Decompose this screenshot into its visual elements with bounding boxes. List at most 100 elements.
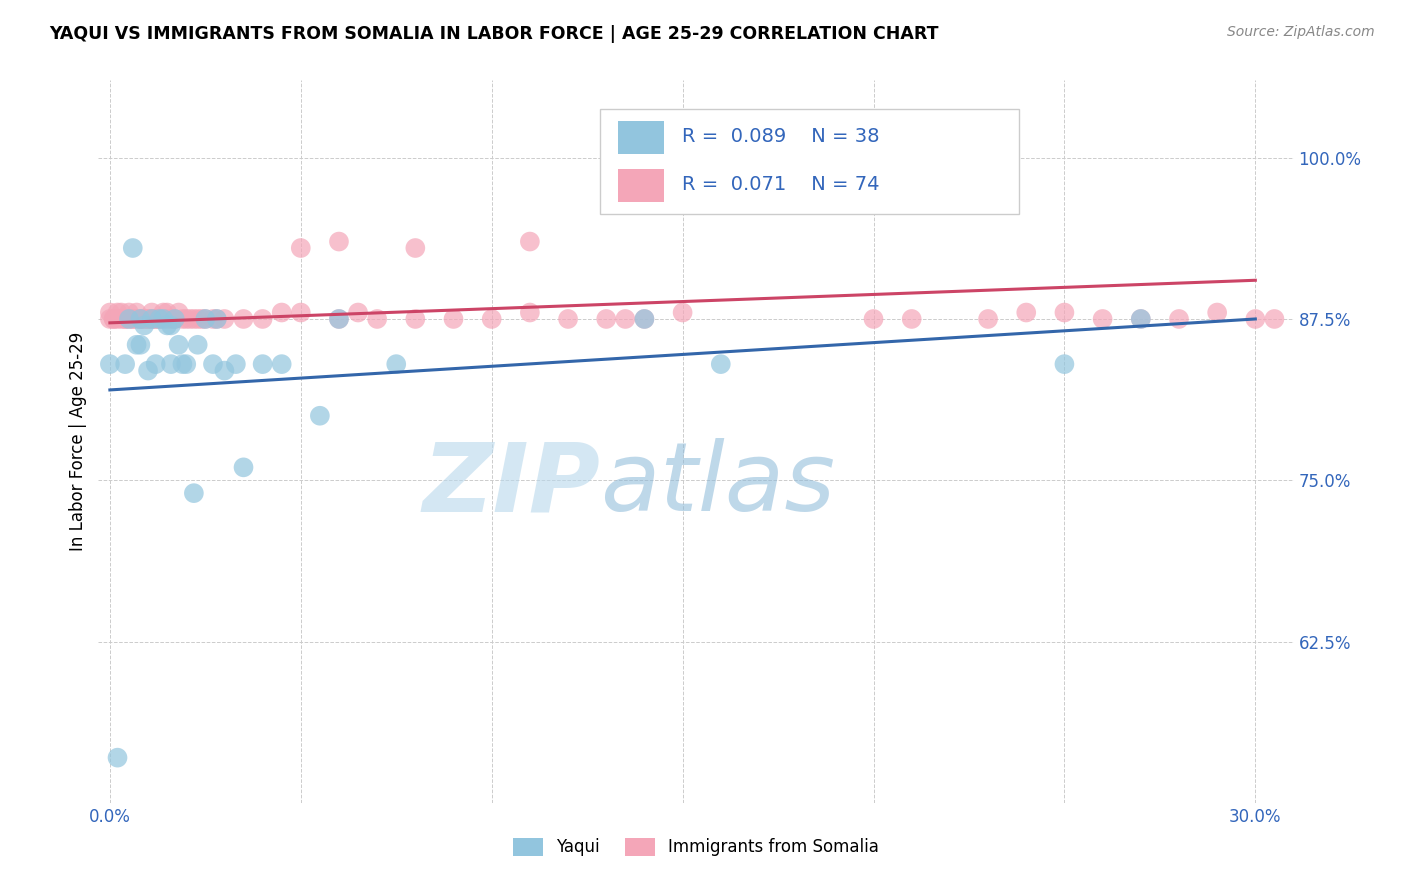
Point	[163, 312, 186, 326]
Point	[710, 357, 733, 371]
Point	[232, 312, 254, 326]
Point	[614, 312, 637, 326]
Point	[1129, 312, 1152, 326]
Point	[98, 305, 121, 319]
Y-axis label: In Labor Force | Age 25-29: In Labor Force | Age 25-29	[69, 332, 87, 551]
Point	[107, 750, 129, 764]
Point	[225, 357, 247, 371]
Point	[103, 312, 125, 326]
Text: R =  0.071    N = 74: R = 0.071 N = 74	[682, 175, 879, 194]
Point	[163, 312, 186, 326]
Point	[118, 312, 141, 326]
Point	[134, 312, 156, 326]
Point	[519, 235, 541, 249]
Point	[1129, 312, 1152, 326]
Point	[121, 312, 143, 326]
Point	[1206, 305, 1229, 319]
Point	[107, 312, 129, 326]
Point	[519, 305, 541, 319]
Point	[172, 312, 194, 326]
Point	[160, 318, 183, 333]
Point	[148, 312, 170, 326]
Point	[194, 312, 217, 326]
Point	[201, 312, 224, 326]
Point	[148, 312, 170, 326]
Point	[214, 312, 236, 326]
Point	[404, 241, 426, 255]
Text: YAQUI VS IMMIGRANTS FROM SOMALIA IN LABOR FORCE | AGE 25-29 CORRELATION CHART: YAQUI VS IMMIGRANTS FROM SOMALIA IN LABO…	[49, 25, 939, 43]
Point	[252, 312, 274, 326]
Point	[270, 357, 292, 371]
Point	[125, 338, 148, 352]
Point	[633, 312, 655, 326]
Point	[118, 312, 141, 326]
Point	[152, 305, 174, 319]
Point	[110, 305, 132, 319]
Point	[633, 312, 655, 326]
Point	[1053, 357, 1076, 371]
Point	[1263, 312, 1285, 326]
Point	[183, 486, 205, 500]
Text: Source: ZipAtlas.com: Source: ZipAtlas.com	[1227, 25, 1375, 39]
Point	[187, 312, 209, 326]
Point	[114, 357, 136, 371]
Point	[125, 305, 148, 319]
Point	[121, 312, 143, 326]
Point	[160, 357, 183, 371]
Point	[145, 312, 167, 326]
Point	[145, 312, 167, 326]
Point	[201, 357, 224, 371]
Point	[1168, 312, 1191, 326]
Point	[152, 312, 174, 326]
Point	[129, 338, 152, 352]
Point	[136, 312, 159, 326]
Point	[290, 241, 312, 255]
Point	[98, 357, 121, 371]
Point	[328, 312, 350, 326]
Point	[121, 241, 143, 255]
Text: ZIP: ZIP	[422, 438, 600, 532]
Point	[183, 312, 205, 326]
Point	[187, 338, 209, 352]
Point	[328, 235, 350, 249]
Point	[174, 312, 197, 326]
Point	[290, 305, 312, 319]
Point	[347, 305, 370, 319]
Point	[862, 312, 884, 326]
Point	[1091, 312, 1114, 326]
Point	[557, 312, 579, 326]
Point	[443, 312, 465, 326]
Point	[136, 312, 159, 326]
Point	[110, 312, 132, 326]
Point	[160, 312, 183, 326]
Point	[977, 312, 1000, 326]
Point	[167, 305, 190, 319]
Point	[900, 312, 922, 326]
Text: R =  0.089    N = 38: R = 0.089 N = 38	[682, 128, 879, 146]
Point	[214, 363, 236, 377]
FancyBboxPatch shape	[619, 121, 664, 154]
Point	[114, 312, 136, 326]
Point	[145, 357, 167, 371]
Legend: Yaqui, Immigrants from Somalia: Yaqui, Immigrants from Somalia	[506, 831, 886, 863]
Point	[156, 318, 179, 333]
Point	[103, 312, 125, 326]
Point	[205, 312, 228, 326]
Point	[129, 312, 152, 326]
Point	[1053, 305, 1076, 319]
Point	[118, 305, 141, 319]
Point	[1015, 305, 1038, 319]
Point	[1244, 312, 1267, 326]
Point	[190, 312, 212, 326]
Point	[98, 312, 121, 326]
Point	[194, 312, 217, 326]
Point	[114, 312, 136, 326]
Point	[595, 312, 617, 326]
Point	[167, 338, 190, 352]
Point	[252, 357, 274, 371]
Point	[141, 312, 163, 326]
Point	[141, 312, 163, 326]
Point	[481, 312, 503, 326]
Point	[172, 357, 194, 371]
Point	[179, 312, 201, 326]
